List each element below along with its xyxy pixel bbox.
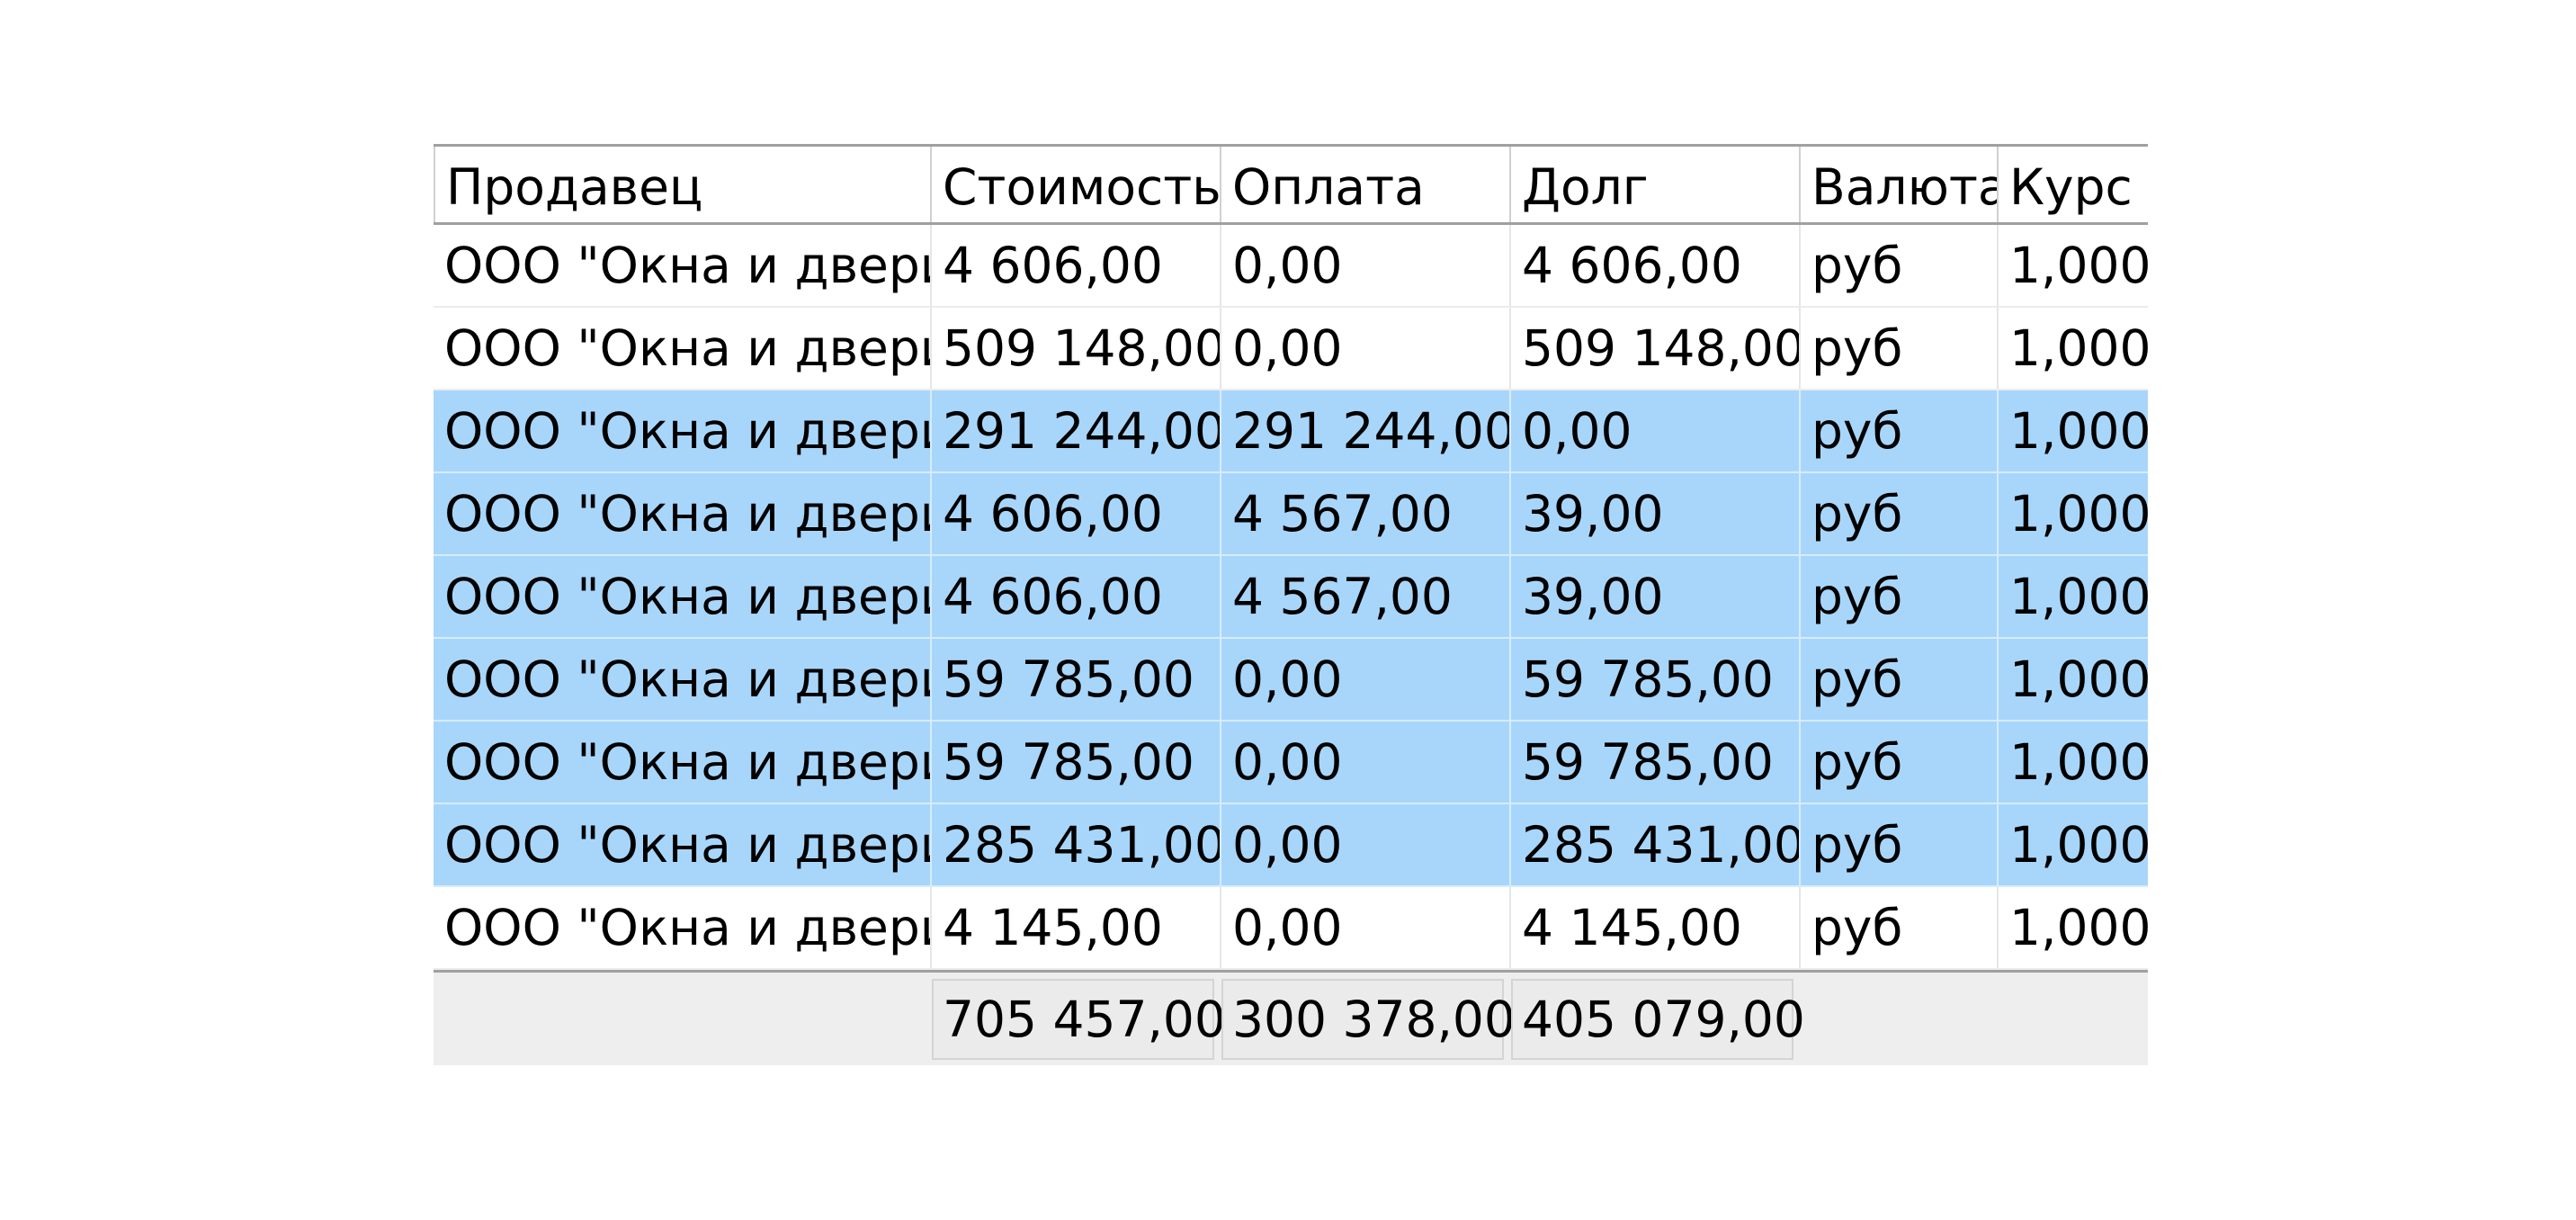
table-row[interactable]: ООО "Окна и двери" 59 785,00 0,00 59 785,00…	[434, 639, 2148, 722]
cell-currency[interactable]: руб	[1801, 308, 1999, 389]
table-row[interactable]: ООО "Окна и двери" 285 431,00 0,00 285 431,…	[434, 804, 2148, 887]
cell-seller[interactable]: ООО "Окна и двери"	[434, 308, 932, 389]
cell-paid[interactable]: 0,00	[1221, 308, 1511, 389]
cell-paid[interactable]: 0,00	[1221, 225, 1511, 306]
column-header-cost[interactable]: Стоимость	[932, 147, 1221, 222]
cell-currency[interactable]: руб	[1801, 639, 1999, 720]
grid-footer-totals: 705 457,00 300 378,00 405 079,00	[434, 970, 2148, 1065]
cell-rate[interactable]: 1,000	[2009, 733, 2148, 791]
cell-cost[interactable]: 59 785,00	[932, 639, 1221, 720]
table-row[interactable]: ООО "Окна и двери" 291 244,00 291 244,00 0,…	[434, 390, 2148, 473]
cell-paid[interactable]: 4 567,00	[1221, 473, 1511, 554]
cell-paid[interactable]: 0,00	[1221, 804, 1511, 885]
total-paid: 300 378,00	[1221, 978, 1516, 1060]
cell-cost[interactable]: 4 606,00	[932, 556, 1221, 637]
cell-debt[interactable]: 0,00	[1511, 390, 1801, 471]
cell-cost[interactable]: 291 244,00	[932, 390, 1221, 471]
cell-rate[interactable]: 1,000	[2009, 237, 2148, 294]
cell-currency[interactable]: руб	[1801, 390, 1999, 471]
cell-debt[interactable]: 285 431,00	[1511, 804, 1801, 885]
cell-rate[interactable]: 1,000	[2009, 899, 2148, 956]
grid-body: ООО "Окна и двери" 4 606,00 0,00 4 606,00 ру…	[434, 225, 2148, 970]
cell-seller[interactable]: ООО "Окна и двери"	[434, 225, 932, 306]
cell-paid[interactable]: 0,00	[1221, 887, 1511, 968]
column-header-currency[interactable]: Валюта	[1801, 147, 1999, 222]
cell-rate[interactable]: 1,000	[2009, 319, 2148, 377]
data-grid[interactable]: Продавец Стоимость Оплата Долг Валюта Ку…	[434, 144, 2148, 1065]
cell-paid[interactable]: 0,00	[1221, 639, 1511, 720]
column-header-debt[interactable]: Долг	[1511, 147, 1801, 222]
cell-debt[interactable]: 39,00	[1511, 556, 1801, 637]
cell-seller[interactable]: ООО "Окна и двери"	[434, 556, 932, 637]
cell-cost[interactable]: 4 606,00	[932, 473, 1221, 554]
cell-debt[interactable]: 59 785,00	[1511, 639, 1801, 720]
cell-paid[interactable]: 0,00	[1221, 722, 1511, 803]
cell-debt[interactable]: 59 785,00	[1511, 722, 1801, 803]
cell-seller[interactable]: ООО "Окна и двери"	[434, 390, 932, 471]
cell-seller[interactable]: ООО "Окна и двери"	[434, 804, 932, 885]
cell-debt[interactable]: 39,00	[1511, 473, 1801, 554]
cell-cost[interactable]: 4 606,00	[932, 225, 1221, 306]
table-row[interactable]: ООО "Окна и двери" 4 606,00 0,00 4 606,00 ру…	[434, 225, 2148, 308]
cell-rate[interactable]: 1,000	[2009, 816, 2148, 874]
cell-cost[interactable]: 59 785,00	[932, 722, 1221, 803]
cell-rate[interactable]: 1,000	[2009, 568, 2148, 625]
table-row[interactable]: ООО "Окна и двери" 4 145,00 0,00 4 145,00 ру…	[434, 887, 2148, 970]
cell-debt[interactable]: 4 145,00	[1511, 887, 1801, 968]
table-row[interactable]: ООО "Окна и двери" 4 606,00 4 567,00 39,00 р…	[434, 556, 2148, 639]
total-cost: 705 457,00	[932, 978, 1226, 1060]
total-debt: 405 079,00	[1511, 978, 1805, 1060]
table-row[interactable]: ООО "Окна и двери" 4 606,00 4 567,00 39,00 р…	[434, 473, 2148, 556]
cell-paid[interactable]: 291 244,00	[1221, 390, 1511, 471]
cell-seller[interactable]: ООО "Окна и двери"	[434, 473, 932, 554]
cell-currency[interactable]: руб	[1801, 804, 1999, 885]
column-header-paid[interactable]: Оплата	[1221, 147, 1511, 222]
cell-seller[interactable]: ООО "Окна и двери"	[434, 887, 932, 968]
cell-cost[interactable]: 4 145,00	[932, 887, 1221, 968]
column-header-seller[interactable]: Продавец	[434, 147, 932, 222]
cell-currency[interactable]: руб	[1801, 225, 1999, 306]
cell-currency[interactable]: руб	[1801, 887, 1999, 968]
table-row[interactable]: ООО "Окна и двери" 59 785,00 0,00 59 785,00…	[434, 722, 2148, 804]
cell-rate[interactable]: 1,000	[2009, 650, 2148, 708]
cell-currency[interactable]: руб	[1801, 722, 1999, 803]
cell-currency[interactable]: руб	[1801, 473, 1999, 554]
cell-rate[interactable]: 1,000	[2009, 402, 2148, 460]
cell-debt[interactable]: 509 148,00	[1511, 308, 1801, 389]
column-header-rate[interactable]: Курс	[2009, 158, 2133, 216]
cell-cost[interactable]: 285 431,00	[932, 804, 1221, 885]
cell-seller[interactable]: ООО "Окна и двери"	[434, 639, 932, 720]
grid-header: Продавец Стоимость Оплата Долг Валюта Ку…	[434, 144, 2148, 225]
cell-currency[interactable]: руб	[1801, 556, 1999, 637]
cell-seller[interactable]: ООО "Окна и двери"	[434, 722, 932, 803]
cell-cost[interactable]: 509 148,00	[932, 308, 1221, 389]
table-row[interactable]: ООО "Окна и двери" 509 148,00 0,00 509 148,…	[434, 308, 2148, 390]
cell-rate[interactable]: 1,000	[2009, 485, 2148, 543]
cell-debt[interactable]: 4 606,00	[1511, 225, 1801, 306]
cell-paid[interactable]: 4 567,00	[1221, 556, 1511, 637]
